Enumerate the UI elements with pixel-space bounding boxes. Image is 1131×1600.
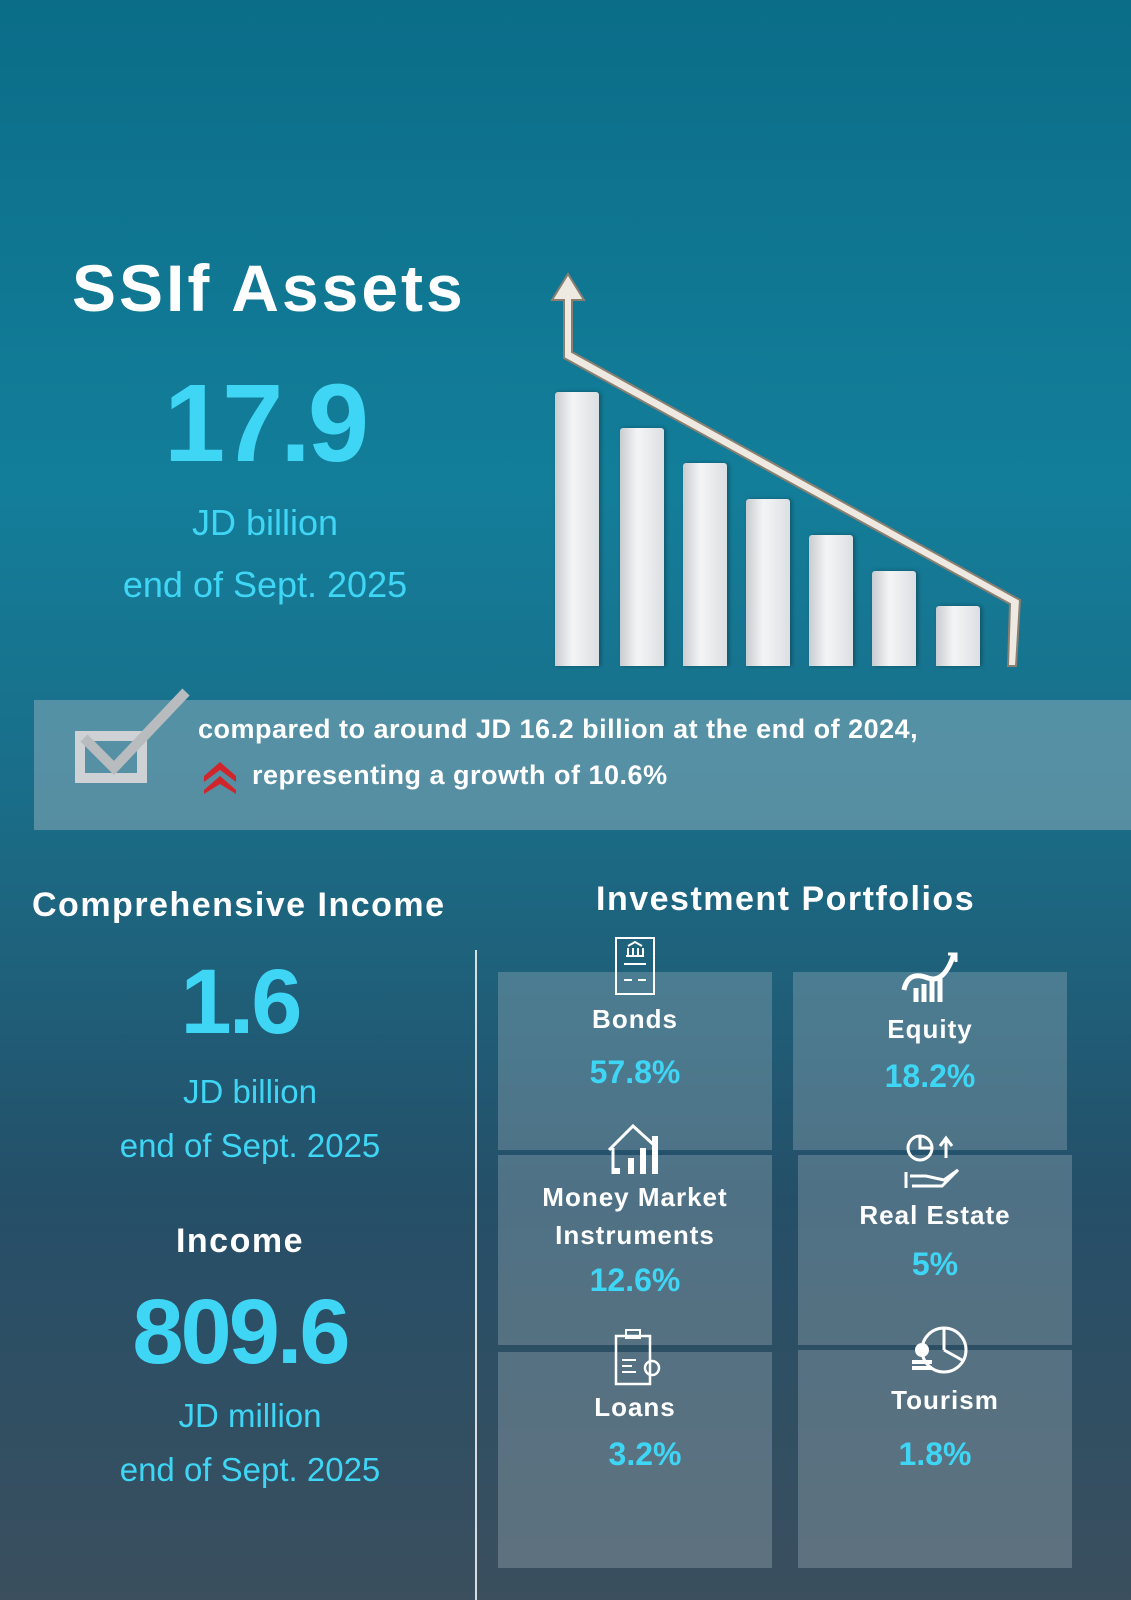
portfolio-label-tourism: Tourism [891,1385,999,1415]
comparison-line-2: representing a growth of 10.6% [252,760,668,790]
decor-bar [936,606,980,666]
portfolio-label-bonds: Bonds [592,1004,678,1034]
income-title: Income [175,1222,305,1260]
portfolio-value-tourism: 1.8% [898,1436,972,1472]
double-chevron-up-icon [204,762,236,794]
coins-pie-chart-icon [912,1326,968,1374]
income-unit: JD million [178,1397,322,1434]
portfolios-title: Investment Portfolios [596,880,976,918]
income-value: 809.6 [132,1281,350,1383]
comprehensive-income-period: end of Sept. 2025 [119,1127,381,1164]
growth-chart-icon [901,952,958,1002]
comparison-line-1: compared to around JD 16.2 billion at th… [198,714,919,744]
portfolio-tile-money-market [498,1155,772,1345]
portfolio-tile-loans [498,1352,772,1568]
portfolio-value-real-estate: 5% [911,1246,959,1282]
decor-bar [872,571,916,666]
portfolio-value-equity: 18.2% [884,1058,976,1094]
hand-pie-chart-icon [904,1134,960,1188]
comparison-banner: compared to around JD 16.2 billion at th… [34,688,1131,830]
decor-bar [683,463,727,666]
house-bars-icon [607,1123,658,1174]
decor-bar [555,392,599,666]
decor-bar [746,499,790,666]
assets-unit: JD billion [191,502,339,543]
portfolio-value-loans: 3.2% [608,1436,682,1472]
comprehensive-income-unit: JD billion [183,1073,317,1110]
checkbox-icon [75,688,190,783]
comprehensive-income-title: Comprehensive Income [32,886,446,924]
comprehensive-income-value: 1.6 [180,951,303,1053]
portfolio-label-money-market: Money Market Instruments [542,1182,728,1250]
page-title: SSIf Assets [72,251,466,325]
portfolio-value-bonds: 57.8% [589,1054,681,1090]
portfolio-value-money-market: 12.6% [589,1262,681,1298]
divider [475,950,477,1600]
portfolio-tile-tourism [798,1350,1072,1568]
decor-bar [620,428,664,666]
portfolio-tile-bonds [498,972,772,1150]
bond-certificate-icon [615,937,655,995]
assets-value: 17.9 [163,362,369,485]
portfolio-label-equity: Equity [887,1014,973,1044]
loan-document-icon [614,1329,661,1386]
assets-period: end of Sept. 2025 [122,564,408,605]
income-period: end of Sept. 2025 [119,1451,381,1488]
portfolio-label-loans: Loans [594,1392,676,1422]
decor-bar [809,535,853,666]
portfolio-label-real-estate: Real Estate [859,1200,1011,1230]
